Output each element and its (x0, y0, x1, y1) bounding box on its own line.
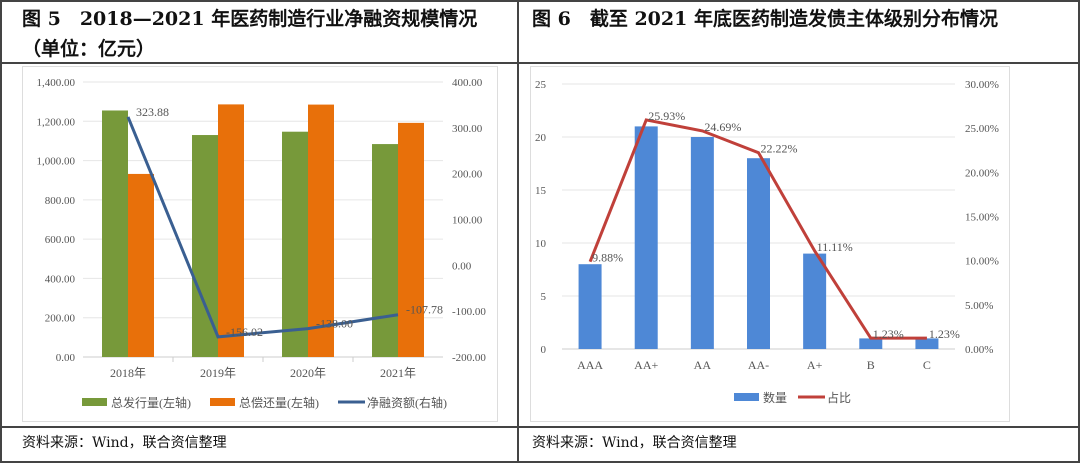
divider (0, 426, 1080, 428)
data-label: 25.93% (648, 109, 685, 123)
data-label: 1.23% (873, 327, 904, 341)
y-tick-left: 200.00 (45, 313, 76, 325)
x-tick-label: A+ (807, 358, 823, 372)
y-tick-right: 300.00 (452, 123, 483, 135)
legend-label: 净融资额(右轴) (367, 395, 447, 410)
x-tick-label: 2018年 (110, 366, 146, 380)
divider (0, 62, 1080, 64)
data-label: -138.00 (316, 317, 353, 331)
y-tick-left: 800.00 (45, 195, 76, 207)
data-label: 11.11% (817, 240, 853, 254)
x-tick-label: AAA (577, 358, 603, 372)
y-tick-left: 5 (541, 291, 547, 303)
legend-swatch (734, 393, 759, 401)
bar (690, 137, 714, 349)
legend-label: 占比 (827, 390, 851, 405)
legend-swatch (210, 398, 235, 406)
data-label: -156.02 (226, 325, 263, 339)
y-tick-right: 400.00 (452, 77, 483, 89)
y-tick-left: 10 (535, 238, 547, 250)
x-tick-label: 2019年 (200, 366, 236, 380)
line-series (588, 118, 927, 340)
right-chart-panel: 0 5 10 15 20 25 0.00% 5.00% 10.00% 15.00% 20.00% 25… (519, 64, 1080, 426)
y-tick-right: 0.00% (965, 344, 993, 356)
y-tick-right: 10.00% (965, 256, 999, 268)
y-tick-right: 30.00% (965, 79, 999, 91)
divider (517, 0, 519, 463)
legend-label: 数量 (763, 390, 787, 405)
x-tick-label: B (867, 358, 875, 372)
bar (747, 158, 770, 349)
x-tick-label: AA- (748, 358, 769, 372)
y-tick-left: 0 (541, 344, 547, 356)
legend-label: 总偿还量(左轴) (239, 395, 319, 410)
y-tick-left: 15 (535, 185, 547, 197)
x-tick-label: AA (694, 358, 712, 372)
y-tick-right: 0.00 (452, 260, 472, 272)
data-label: 24.69% (704, 120, 741, 134)
y-tick-right: 15.00% (965, 212, 999, 224)
y-tick-left: 0.00 (56, 352, 76, 364)
y-tick-left: 1,400.00 (37, 77, 76, 89)
legend-label: 总发行量(左轴) (111, 395, 191, 410)
right-source-note: 资料来源：Wind，联合资信整理 (532, 435, 737, 451)
left-figure-title: 图 5 2018—2021 年医药制造行业净融资规模情况（单位：亿元） (22, 8, 478, 60)
data-label: 1.23% (929, 327, 960, 341)
bar (398, 122, 424, 357)
bar (128, 173, 154, 357)
y-tick-right: 25.00% (965, 123, 999, 135)
y-tick-left: 25 (535, 79, 547, 91)
bar (372, 144, 398, 357)
y-tick-left: 400.00 (45, 273, 76, 285)
x-tick-label: AA+ (634, 358, 658, 372)
y-tick-left: 600.00 (45, 234, 76, 246)
bar (859, 338, 883, 349)
bar (218, 104, 244, 357)
data-label: 323.88 (136, 105, 169, 119)
y-tick-right: 20.00% (965, 167, 999, 179)
bar (578, 264, 602, 349)
bar (803, 253, 827, 349)
data-label: 22.22% (761, 142, 798, 156)
bar (915, 338, 939, 349)
left-chart: 0.00 200.00 400.00 600.00 800.00 1,000.00 1,20… (37, 77, 487, 410)
legend-swatch (82, 398, 107, 406)
y-tick-right: 5.00% (965, 300, 993, 312)
data-label: -107.78 (406, 303, 443, 317)
bar (282, 131, 308, 357)
y-tick-right: 200.00 (452, 169, 483, 181)
bar (634, 126, 658, 350)
right-chart: 0 5 10 15 20 25 0.00% 5.00% 10.00% 15.00% 20.00% 25… (535, 79, 999, 405)
x-tick-label: 2021年 (380, 366, 416, 380)
y-tick-left: 1,200.00 (37, 116, 76, 128)
y-tick-left: 1,000.00 (37, 156, 76, 168)
right-figure-title: 图 6 截至 2021 年底医药制造发债主体级别分布情况 (532, 8, 998, 30)
bar (192, 135, 218, 357)
data-label: 9.88% (592, 251, 623, 265)
y-tick-right: 100.00 (452, 215, 483, 227)
line-series (126, 116, 399, 339)
x-tick-label: 2020年 (290, 366, 326, 380)
x-tick-label: C (923, 358, 931, 372)
bar (308, 104, 334, 357)
bar (102, 110, 128, 357)
y-tick-right: -100.00 (452, 306, 486, 318)
left-chart-panel: 0.00 200.00 400.00 600.00 800.00 1,000.00 1,20… (0, 64, 517, 426)
left-source-note: 资料来源：Wind，联合资信整理 (22, 435, 227, 451)
y-tick-left: 20 (535, 132, 547, 144)
y-tick-right: -200.00 (452, 352, 486, 364)
